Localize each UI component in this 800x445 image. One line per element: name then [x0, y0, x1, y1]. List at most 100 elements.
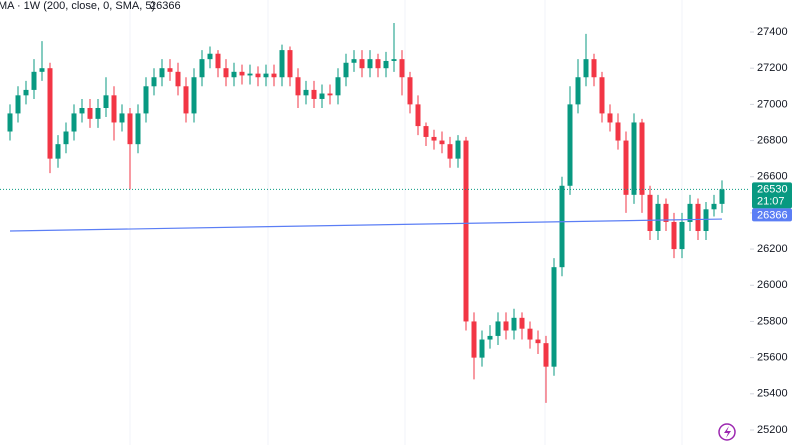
candle-body: [47, 68, 53, 159]
candle-body: [615, 122, 621, 141]
candle-body: [519, 317, 525, 329]
y-tick-label: 27000: [757, 98, 788, 110]
candle-body: [495, 321, 501, 336]
countdown: 21:07: [757, 195, 785, 207]
ma-label-box: [752, 208, 792, 222]
candle-body: [639, 122, 645, 195]
candle-body: [223, 68, 229, 78]
price-label: 26530: [757, 183, 788, 195]
candle-body: [31, 71, 37, 90]
candle-body: [335, 77, 341, 96]
legend-title: MA · 1W (200, close, 0, SMA, 5): [0, 0, 155, 12]
candle-body: [375, 59, 381, 69]
candle-body: [503, 321, 509, 331]
candle-body: [279, 50, 285, 78]
candle-body: [191, 77, 197, 114]
ma-label: 26366: [757, 209, 788, 221]
candle-body: [455, 140, 461, 159]
candle-body: [95, 107, 101, 119]
candle-body: [575, 77, 581, 105]
candle-body: [511, 317, 517, 331]
candle-body: [159, 68, 165, 78]
candle-body: [199, 59, 205, 78]
candle-body: [527, 328, 533, 340]
candle-body: [407, 77, 413, 105]
candle-body: [535, 339, 541, 344]
candle-body: [367, 59, 373, 69]
candle-body: [359, 59, 365, 69]
candle-body: [343, 62, 349, 78]
candle-body: [567, 104, 573, 186]
candle-body: [679, 221, 685, 250]
candle-body: [591, 59, 597, 78]
candle-body: [719, 189, 725, 204]
candle-body: [63, 131, 69, 145]
candle-body: [143, 86, 149, 114]
candle-body: [167, 68, 173, 72]
candle-body: [295, 77, 301, 96]
candle-body: [543, 343, 549, 367]
candle-body: [79, 107, 85, 114]
candle-body: [695, 203, 701, 232]
candle-body: [303, 89, 309, 96]
y-tick-label: 25200: [757, 424, 788, 436]
candle-body: [559, 185, 565, 268]
candle-body: [271, 73, 277, 78]
candle-body: [447, 144, 453, 159]
y-tick-label: 25600: [757, 352, 788, 364]
candle-body: [15, 95, 21, 114]
candle-body: [263, 73, 269, 78]
y-tick-label: 25400: [757, 388, 788, 400]
y-tick-label: 26800: [757, 134, 788, 146]
legend-value: 26366: [150, 0, 181, 12]
candle-body: [711, 203, 717, 210]
candle-body: [479, 339, 485, 358]
candle-body: [663, 203, 669, 222]
candle-body: [215, 53, 221, 69]
candle-body: [391, 59, 397, 61]
candle-body: [239, 71, 245, 76]
y-tick-label: 26200: [757, 243, 788, 255]
y-tick-label: 25800: [757, 315, 788, 327]
candle-body: [583, 59, 589, 78]
candle-body: [487, 335, 493, 340]
candle-body: [87, 107, 93, 119]
candle-body: [103, 95, 109, 108]
candle-body: [671, 221, 677, 250]
price-label-box: [752, 182, 792, 209]
candle-body: [327, 93, 333, 96]
candle-body: [439, 140, 445, 145]
ma-line: [9, 218, 723, 232]
candle-body: [623, 140, 629, 195]
candle-body: [287, 50, 293, 78]
candle-body: [703, 209, 709, 232]
y-tick-label: 26600: [757, 171, 788, 183]
alert-icon[interactable]: [718, 423, 736, 441]
candle-body: [127, 113, 133, 145]
icon-bolt[interactable]: [724, 426, 731, 438]
candle-body: [255, 73, 261, 78]
candle-body: [119, 113, 125, 123]
candle-body: [687, 203, 693, 222]
candle-body: [399, 59, 405, 78]
candle-body: [431, 136, 437, 141]
y-tick-label: 26000: [757, 279, 788, 291]
candle-body: [55, 144, 61, 159]
candle-body: [415, 104, 421, 127]
candle-body: [631, 122, 637, 195]
candle-body: [151, 77, 157, 87]
candle-body: [319, 93, 325, 99]
candle-body: [231, 71, 237, 78]
candle-body: [423, 126, 429, 137]
icon-circle[interactable]: [718, 423, 736, 441]
candle-body: [551, 267, 557, 367]
candle-body: [647, 194, 653, 232]
y-tick-label: 27200: [757, 62, 788, 74]
y-tick-label: 27400: [757, 26, 788, 38]
candle-body: [135, 113, 141, 145]
candle-body: [311, 89, 317, 99]
candle-body: [599, 77, 605, 114]
candle-body: [183, 86, 189, 114]
candle-body: [351, 59, 357, 63]
